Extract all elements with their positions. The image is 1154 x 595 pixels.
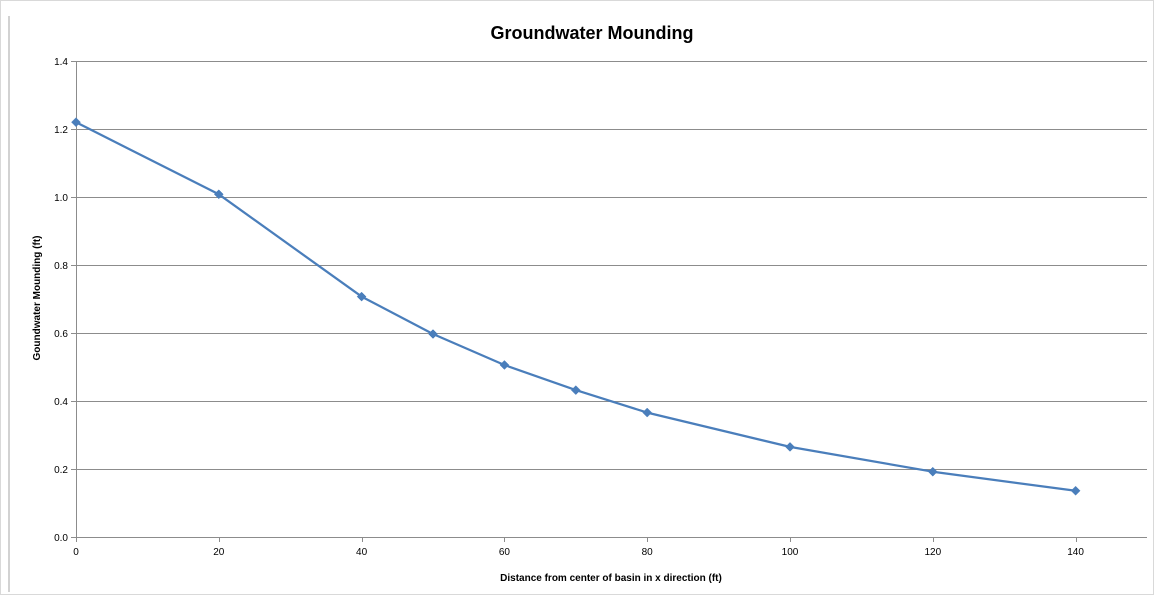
x-axis-title: Distance from center of basin in x direc… [500, 573, 722, 584]
x-tick-label: 120 [924, 547, 941, 558]
chart-title: Groundwater Mounding [491, 23, 694, 43]
axes [71, 61, 1147, 542]
data-point-marker [785, 442, 795, 452]
y-tick-label: 1.4 [54, 57, 68, 68]
data-point-marker [213, 189, 224, 200]
y-tick-label: 1.2 [54, 125, 68, 136]
x-tick-label: 100 [782, 547, 799, 558]
x-tick-label: 60 [499, 547, 511, 558]
y-axis-title: Goundwater Mounding (ft) [32, 236, 43, 361]
y-tick-label: 1.0 [54, 193, 68, 204]
data-point-marker [927, 466, 938, 477]
y-tick-label: 0.8 [54, 261, 68, 272]
y-axis-tick-labels: 0.0 0.2 0.4 0.6 0.8 1.0 1.2 1.4 [54, 57, 68, 544]
data-point-marker [428, 329, 438, 339]
data-point-marker [356, 291, 367, 302]
data-point-marker [1070, 485, 1081, 496]
y-tick-label: 0.0 [54, 533, 68, 544]
data-point-marker [570, 385, 581, 395]
x-axis-tick-labels: 0 20 40 60 80 100 120 140 [73, 547, 1084, 558]
x-tick-label: 0 [73, 547, 79, 558]
x-tick-label: 40 [356, 547, 368, 558]
y-tick-label: 0.6 [54, 329, 68, 340]
x-tick-label: 80 [642, 547, 654, 558]
data-point-marker [642, 407, 653, 418]
data-point-marker [499, 360, 510, 370]
data-series [71, 117, 1081, 496]
x-tick-label: 20 [213, 547, 225, 558]
series-line [75, 121, 1076, 492]
x-tick-label: 140 [1067, 547, 1084, 558]
data-point-marker [71, 117, 81, 128]
y-tick-label: 0.4 [54, 397, 68, 408]
y-tick-label: 0.2 [54, 465, 68, 476]
